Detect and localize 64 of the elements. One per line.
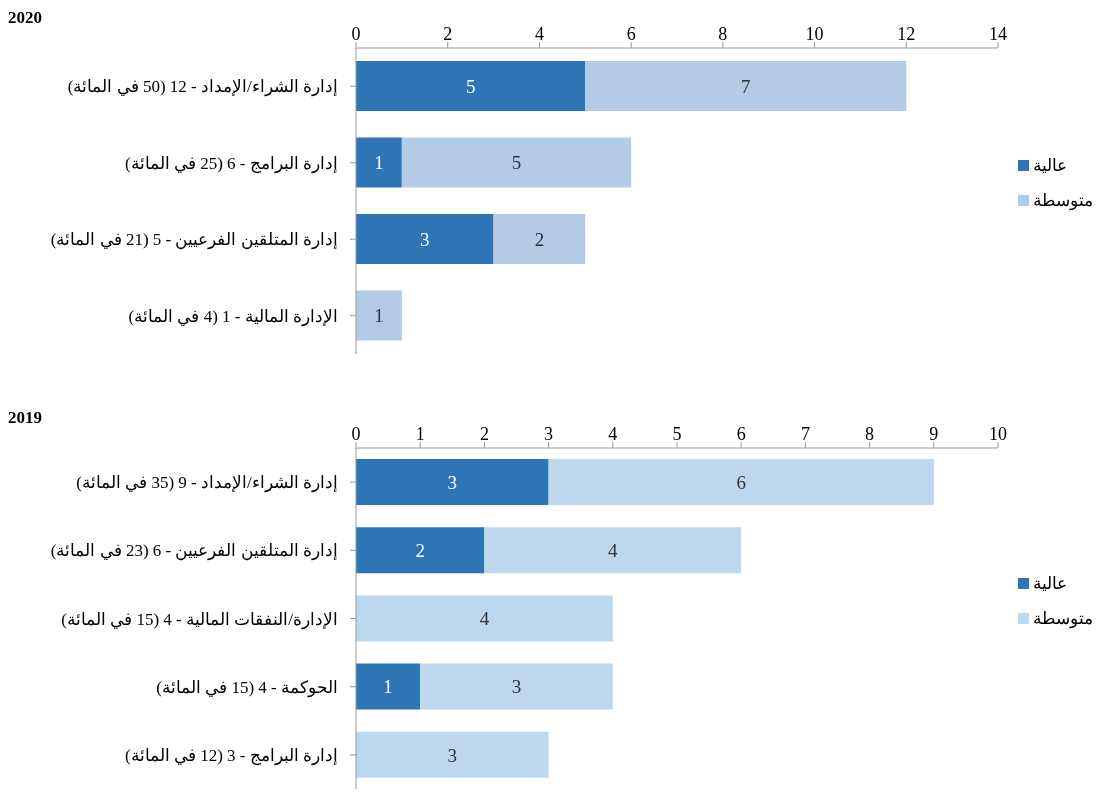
x-tick-label: 1 <box>415 424 425 444</box>
x-tick-label: 0 <box>351 424 361 444</box>
bar <box>585 61 907 111</box>
data-label: 2 <box>534 228 545 250</box>
bar <box>356 290 402 341</box>
data-label: 7 <box>741 75 751 97</box>
data-label: 1 <box>374 305 384 327</box>
bar <box>356 459 549 505</box>
x-tick-label: 12 <box>897 24 916 44</box>
legend-label: عالية <box>1033 155 1067 176</box>
x-tick-label: 4 <box>608 424 618 444</box>
data-label: 3 <box>420 228 430 250</box>
bar <box>356 61 586 111</box>
legend-label: متوسطة <box>1033 607 1093 629</box>
data-label: 2 <box>415 539 425 561</box>
bar <box>356 663 421 710</box>
y-tick-label: إدارة الشراء/الإمداد - 12 (50 في المائة) <box>67 77 338 98</box>
data-label: 4 <box>479 608 490 630</box>
y-tick-label: إدارة الشراء/الإمداد - 9 (35 في المائة) <box>76 473 338 494</box>
x-tick-label: 4 <box>534 24 544 44</box>
bar <box>493 214 586 264</box>
legend-label: عالية <box>1033 572 1067 594</box>
data-label: 3 <box>447 471 458 493</box>
x-tick-label: 5 <box>672 424 682 444</box>
bar <box>356 731 549 778</box>
x-tick-label: 10 <box>805 24 824 44</box>
x-tick-label: 3 <box>544 424 554 444</box>
y-tick-label: الإدارة المالية - 1 (4 في المائة) <box>128 306 338 327</box>
bar <box>356 595 613 642</box>
y-tick-label: الحوكمة - 4 (15 في المائة) <box>156 677 338 698</box>
x-tick-label: 14 <box>989 24 1007 44</box>
data-label: 3 <box>447 744 458 766</box>
text: 2020 <box>8 8 42 28</box>
x-tick-label: 8 <box>718 24 728 44</box>
y-tick-label: إدارة البرامج - 3 (12 في المائة) <box>124 745 338 766</box>
data-label: 5 <box>465 75 476 97</box>
y-tick-label: إدارة المتلقين الفرعيين - 6 (23 في المائة) <box>50 541 338 562</box>
x-tick-label: 2 <box>479 424 489 444</box>
x-tick-label: 7 <box>800 424 810 444</box>
data-label: 3 <box>511 676 522 698</box>
data-label: 1 <box>383 676 393 698</box>
x-tick-label: 0 <box>351 24 361 44</box>
y-tick-label: الإدارة/النفقات المالية - 4 (15 في المائة) <box>61 609 338 630</box>
data-label: 6 <box>736 471 746 493</box>
bar <box>401 137 632 188</box>
data-label: 1 <box>374 152 384 174</box>
data-label: 4 <box>608 539 619 561</box>
x-tick-label: 6 <box>626 24 636 44</box>
bar <box>420 663 613 710</box>
bar <box>484 527 742 574</box>
x-tick-label: 6 <box>736 424 746 444</box>
x-tick-label: 2 <box>443 24 453 44</box>
x-tick-label: 9 <box>929 424 939 444</box>
bar <box>356 214 494 264</box>
x-tick-label: 10 <box>989 424 1007 444</box>
bar <box>356 137 402 188</box>
bar <box>356 527 485 574</box>
x-tick-label: 8 <box>865 424 875 444</box>
data-label: 5 <box>511 152 522 174</box>
y-tick-label: إدارة المتلقين الفرعيين - 5 (21 في المائة) <box>50 230 338 251</box>
bar <box>548 459 934 505</box>
text: 2019 <box>8 408 42 428</box>
legend-label: متوسطة <box>1033 190 1093 211</box>
y-tick-label: إدارة البرامج - 6 (25 في المائة) <box>124 153 338 174</box>
